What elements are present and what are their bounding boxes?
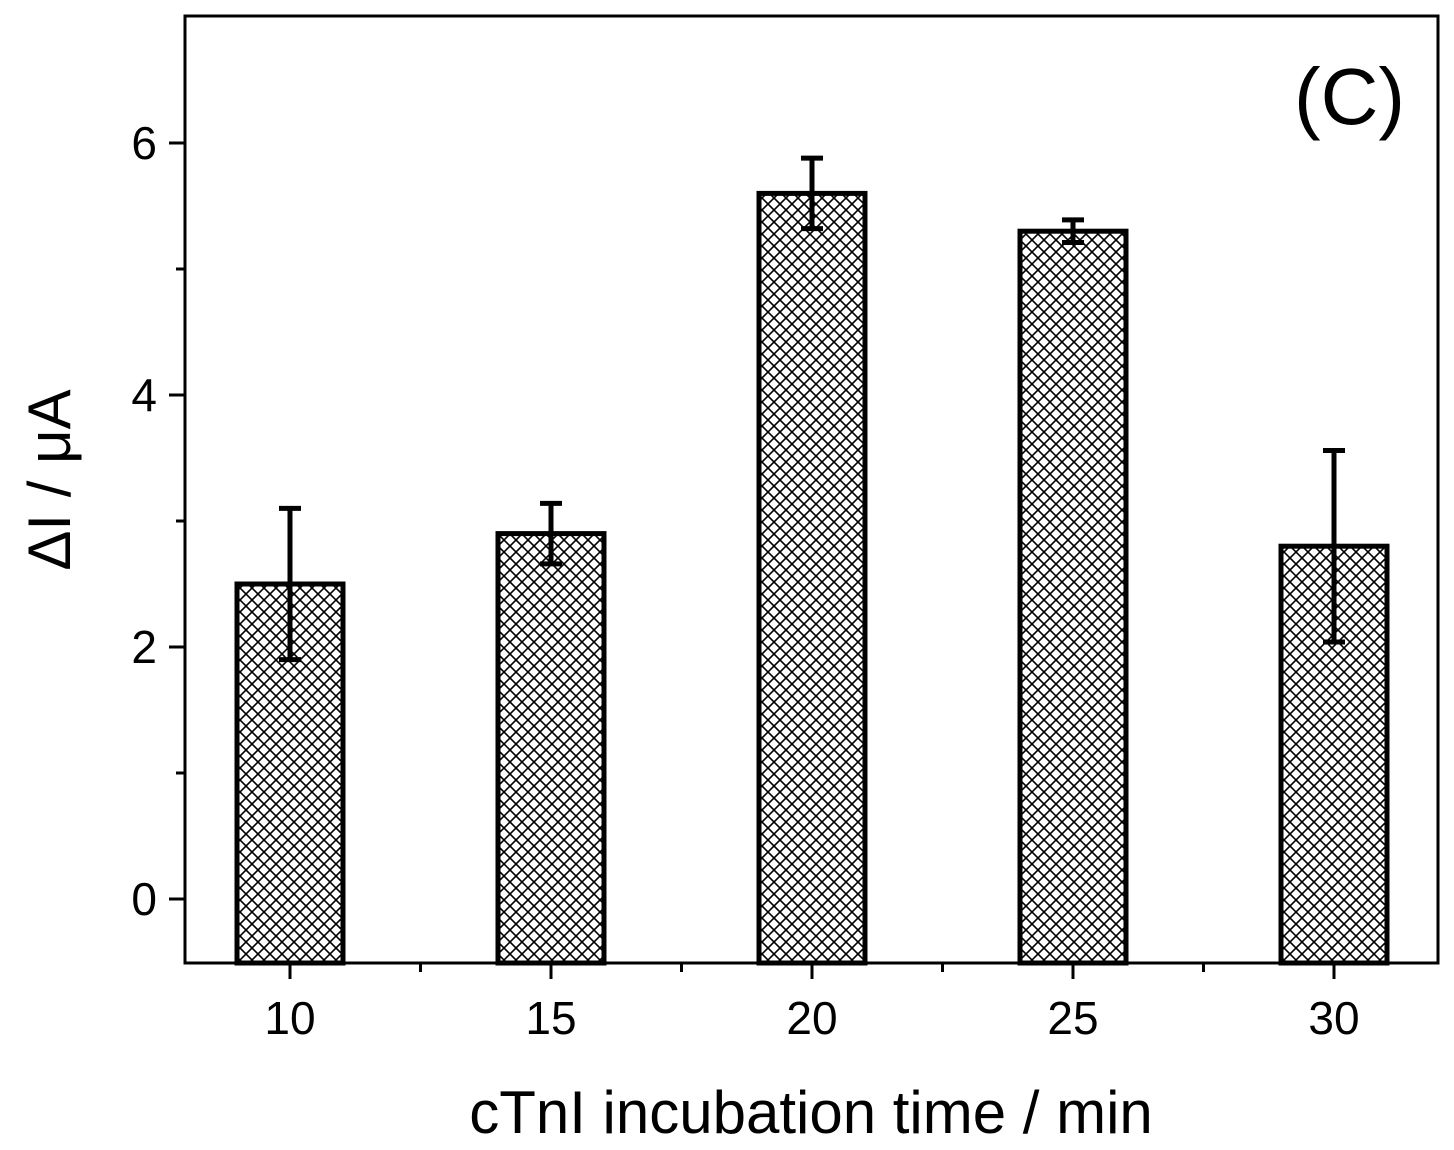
y-axis-title: ΔI / μA (16, 389, 83, 570)
bar-25 (1017, 228, 1129, 966)
panel-label: (C) (1294, 52, 1405, 141)
y-tick-label-0: 0 (131, 873, 157, 925)
x-tick-label-10: 10 (264, 992, 315, 1044)
bar-15 (495, 531, 607, 966)
y-tick-label-4: 4 (131, 369, 157, 421)
x-tick-label-20: 20 (786, 992, 837, 1044)
x-tick-label-15: 15 (525, 992, 576, 1044)
error-bars (279, 155, 1345, 663)
x-tick-label-25: 25 (1047, 992, 1098, 1044)
y-axis: 0 2 4 6 (131, 117, 185, 925)
x-axis: 10 15 20 25 30 (264, 963, 1360, 1044)
x-axis-title: cTnI incubation time / min (469, 1079, 1153, 1146)
bar-20 (756, 190, 868, 966)
y-tick-label-2: 2 (131, 621, 157, 673)
y-tick-label-6: 6 (131, 117, 157, 169)
x-tick-label-30: 30 (1308, 992, 1359, 1044)
bars (234, 190, 1390, 966)
